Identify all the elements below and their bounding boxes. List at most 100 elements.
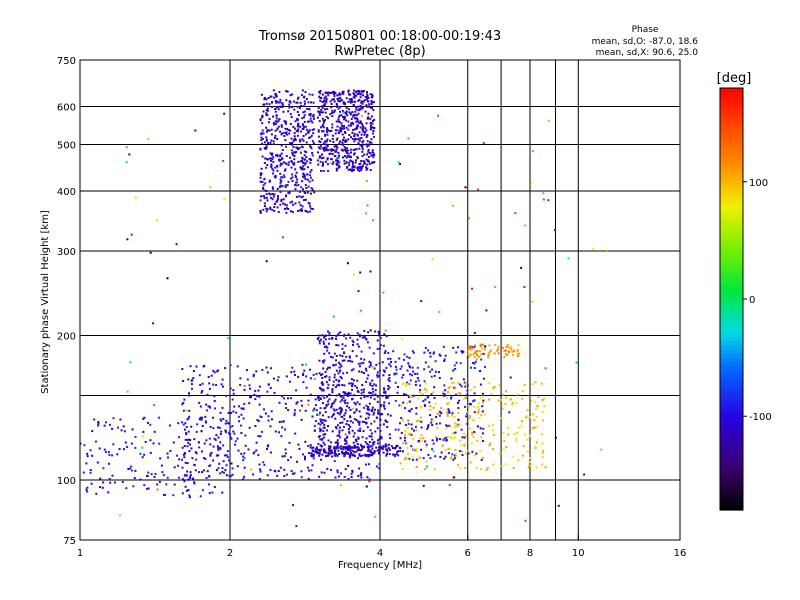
data-point <box>453 457 456 460</box>
data-point <box>420 416 422 419</box>
data-point <box>335 354 338 357</box>
data-point <box>339 447 342 450</box>
data-point <box>278 101 281 104</box>
data-point <box>309 205 311 208</box>
data-point <box>488 382 491 384</box>
data-point <box>343 136 345 139</box>
data-point <box>376 371 379 374</box>
data-point <box>320 96 323 99</box>
data-point <box>312 101 315 104</box>
data-point <box>451 453 454 456</box>
data-point <box>321 164 324 167</box>
cluster <box>119 111 609 528</box>
data-point <box>567 257 570 260</box>
data-point <box>322 433 325 436</box>
data-point <box>464 466 467 469</box>
data-point <box>473 386 476 389</box>
data-point <box>470 389 473 392</box>
data-point <box>272 115 275 118</box>
data-point <box>359 96 362 99</box>
data-point <box>406 383 409 385</box>
data-point <box>293 135 296 138</box>
data-point <box>541 442 544 445</box>
data-point <box>342 101 345 104</box>
data-point <box>291 93 294 96</box>
data-point <box>447 452 450 455</box>
data-point <box>274 99 277 102</box>
data-point <box>542 192 545 195</box>
data-point <box>442 392 445 395</box>
colorbar-tick-label: 0 <box>749 295 755 306</box>
data-point <box>304 178 307 181</box>
data-point <box>258 478 261 480</box>
data-point <box>368 103 371 106</box>
data-point <box>522 445 525 448</box>
data-point <box>134 446 137 449</box>
data-point <box>319 418 322 421</box>
data-point <box>358 467 361 470</box>
data-point <box>240 407 243 410</box>
data-point <box>404 434 406 436</box>
data-point <box>312 455 315 457</box>
data-point <box>500 417 503 420</box>
data-point <box>471 450 474 453</box>
data-point <box>360 160 363 162</box>
data-point <box>333 155 336 158</box>
data-point <box>316 338 319 340</box>
data-point <box>356 389 359 392</box>
data-point <box>204 415 207 418</box>
data-point <box>272 161 275 163</box>
data-point <box>336 471 339 474</box>
data-point <box>333 376 336 379</box>
colorbar-step <box>720 358 743 363</box>
data-point <box>344 412 347 415</box>
data-point <box>372 352 375 355</box>
data-point <box>278 118 281 121</box>
data-point <box>279 203 282 206</box>
data-point <box>342 143 344 146</box>
data-point <box>300 476 303 479</box>
data-point <box>245 369 248 371</box>
data-point <box>288 190 291 193</box>
data-point <box>101 486 104 489</box>
data-point <box>260 167 263 170</box>
data-point <box>261 180 264 183</box>
data-point <box>367 331 370 334</box>
data-point <box>274 176 277 179</box>
data-point <box>303 168 306 171</box>
data-point <box>317 135 320 138</box>
data-point <box>311 140 314 143</box>
data-point <box>422 457 425 460</box>
data-point <box>223 198 226 201</box>
data-point <box>498 399 500 402</box>
data-point <box>327 91 330 94</box>
data-point <box>386 413 389 416</box>
data-point <box>259 470 262 473</box>
data-point <box>351 360 354 363</box>
data-point <box>529 457 532 459</box>
data-point <box>306 211 309 214</box>
data-point <box>98 447 101 450</box>
data-point <box>366 476 369 479</box>
data-point <box>333 352 336 355</box>
data-point <box>368 480 371 483</box>
data-point <box>325 101 328 104</box>
data-point <box>343 162 346 165</box>
data-point <box>276 169 279 172</box>
data-point <box>156 219 159 222</box>
data-point <box>423 380 426 383</box>
data-point <box>257 454 260 457</box>
data-point <box>383 333 386 336</box>
data-point <box>309 446 312 449</box>
data-point <box>395 372 398 375</box>
data-point <box>303 95 306 98</box>
data-point <box>291 200 293 203</box>
data-point <box>185 433 188 436</box>
colorbar-step <box>720 261 743 266</box>
data-point <box>466 412 468 415</box>
data-point <box>348 98 351 101</box>
data-point <box>318 156 321 159</box>
data-point <box>370 453 373 456</box>
data-point <box>104 451 107 454</box>
data-point <box>356 105 359 108</box>
